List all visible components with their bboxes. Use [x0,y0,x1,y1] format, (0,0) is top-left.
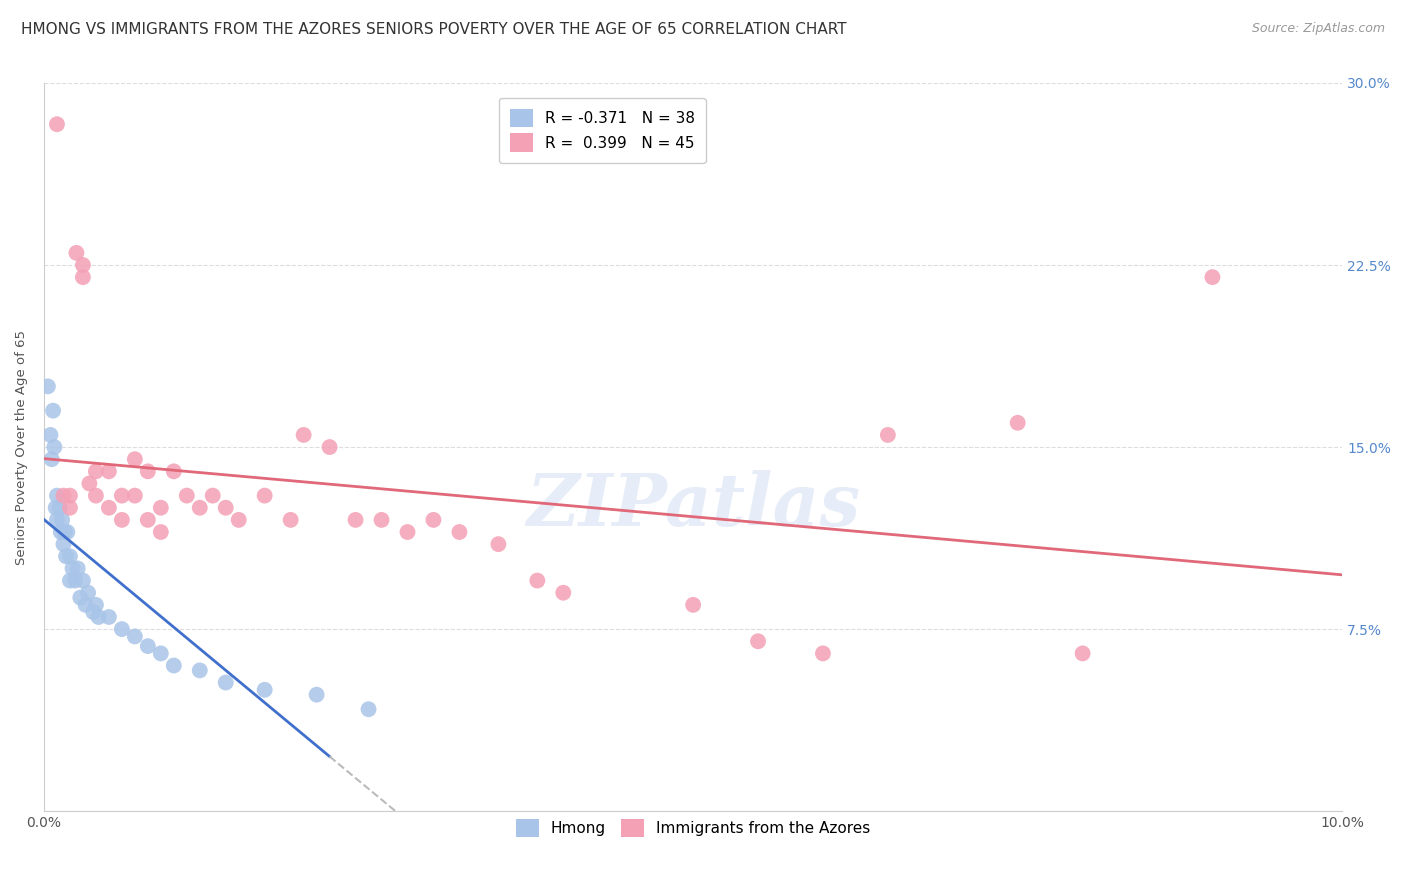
Point [149,524,172,539]
Point [63,574,86,588]
Point [149,500,172,515]
Text: Source: ZipAtlas.com: Source: ZipAtlas.com [1251,22,1385,36]
Legend: Hmong, Immigrants from the Azores: Hmong, Immigrants from the Azores [509,813,877,844]
Point [44,440,66,454]
Point [46,513,69,527]
Point [124,452,146,467]
Point [486,537,509,551]
Point [136,464,159,478]
Point [280,513,302,527]
Point [41,452,63,467]
Point [124,489,146,503]
Point [82,605,104,619]
Point [422,513,444,527]
Point [344,513,367,527]
Point [1201,270,1223,285]
Point [37,379,59,393]
Point [111,622,134,636]
Point [553,585,575,599]
Point [396,524,419,539]
Point [111,489,134,503]
Point [59,489,82,503]
Text: ZIPatlas: ZIPatlas [526,470,860,541]
Point [55,549,77,564]
Point [215,500,238,515]
Point [149,647,172,661]
Point [46,489,69,503]
Point [84,464,107,478]
Point [75,598,97,612]
Point [56,524,79,539]
Point [48,500,70,515]
Point [253,682,276,697]
Point [370,513,392,527]
Point [124,629,146,643]
Point [305,688,328,702]
Point [253,489,276,503]
Point [59,574,82,588]
Point [66,561,89,575]
Point [136,639,159,653]
Point [42,403,65,417]
Point [59,500,82,515]
Point [97,610,120,624]
Point [1007,416,1029,430]
Point [201,489,224,503]
Point [97,464,120,478]
Point [72,574,94,588]
Point [39,428,62,442]
Point [176,489,198,503]
Point [72,258,94,272]
Point [163,658,186,673]
Point [65,245,87,260]
Point [876,428,898,442]
Point [163,464,186,478]
Point [215,675,238,690]
Point [79,476,101,491]
Text: HMONG VS IMMIGRANTS FROM THE AZORES SENIORS POVERTY OVER THE AGE OF 65 CORRELATI: HMONG VS IMMIGRANTS FROM THE AZORES SENI… [21,22,846,37]
Point [69,591,91,605]
Point [318,440,340,454]
Point [84,489,107,503]
Point [52,489,75,503]
Point [62,561,84,575]
Point [84,598,107,612]
Point [87,610,110,624]
Point [357,702,380,716]
Point [188,664,211,678]
Point [77,585,100,599]
Point [72,270,94,285]
Point [51,513,73,527]
Point [46,117,69,131]
Y-axis label: Seniors Poverty Over the Age of 65: Seniors Poverty Over the Age of 65 [15,329,28,565]
Point [188,500,211,515]
Point [97,500,120,515]
Point [45,500,67,515]
Point [449,524,471,539]
Point [682,598,704,612]
Point [52,537,75,551]
Point [747,634,769,648]
Point [53,524,76,539]
Point [111,513,134,527]
Point [228,513,250,527]
Point [136,513,159,527]
Point [811,647,834,661]
Point [526,574,548,588]
Point [49,524,72,539]
Point [59,549,82,564]
Point [1071,647,1094,661]
Point [292,428,315,442]
